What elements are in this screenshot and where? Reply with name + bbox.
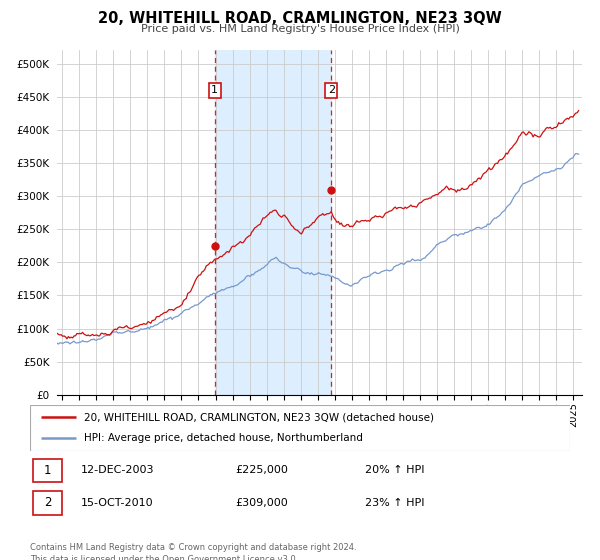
Text: 20, WHITEHILL ROAD, CRAMLINGTON, NE23 3QW: 20, WHITEHILL ROAD, CRAMLINGTON, NE23 3Q…: [98, 11, 502, 26]
Text: HPI: Average price, detached house, Northumberland: HPI: Average price, detached house, Nort…: [84, 433, 363, 444]
Text: 23% ↑ HPI: 23% ↑ HPI: [365, 498, 424, 508]
Text: 1: 1: [44, 464, 52, 477]
Bar: [215, 50, 331, 395]
FancyBboxPatch shape: [30, 405, 570, 451]
Text: £309,000: £309,000: [235, 498, 288, 508]
Text: 12-DEC-2003: 12-DEC-2003: [82, 465, 155, 475]
FancyBboxPatch shape: [33, 459, 62, 482]
Text: £225,000: £225,000: [235, 465, 288, 475]
Text: 1: 1: [211, 85, 218, 95]
Text: 2: 2: [328, 85, 335, 95]
Text: Contains HM Land Registry data © Crown copyright and database right 2024.
This d: Contains HM Land Registry data © Crown c…: [30, 543, 356, 560]
Text: 15-OCT-2010: 15-OCT-2010: [82, 498, 154, 508]
Text: 20, WHITEHILL ROAD, CRAMLINGTON, NE23 3QW (detached house): 20, WHITEHILL ROAD, CRAMLINGTON, NE23 3Q…: [84, 412, 434, 422]
Text: Price paid vs. HM Land Registry's House Price Index (HPI): Price paid vs. HM Land Registry's House …: [140, 24, 460, 34]
Text: 2: 2: [44, 496, 52, 510]
FancyBboxPatch shape: [33, 491, 62, 515]
Text: 20% ↑ HPI: 20% ↑ HPI: [365, 465, 424, 475]
